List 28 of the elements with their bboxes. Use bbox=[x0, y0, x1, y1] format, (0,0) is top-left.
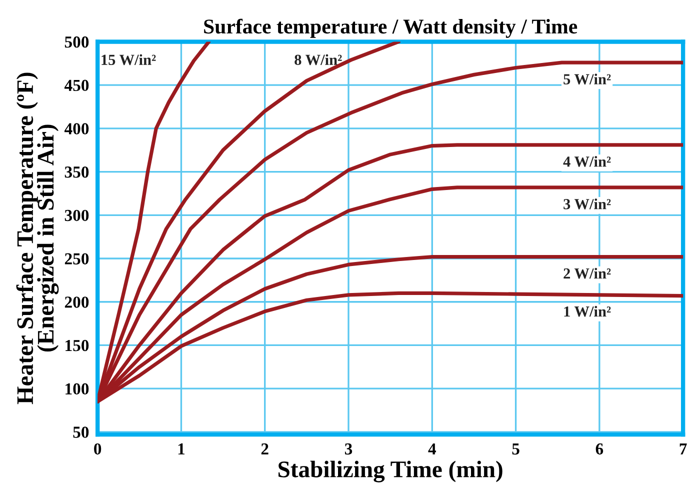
chart-title: Surface temperature / Watt density / Time bbox=[204, 18, 578, 38]
x-tick-label: 7 bbox=[680, 444, 687, 454]
x-tick-label: 4 bbox=[428, 443, 436, 454]
series-label: 1 W/in² bbox=[564, 306, 611, 317]
series-label: 2 W/in² bbox=[564, 268, 611, 279]
x-tick-label: 3 bbox=[344, 443, 352, 455]
y-tick-label: 400 bbox=[64, 123, 89, 134]
x-axis-title: Stabilizing Time (min) bbox=[278, 460, 502, 482]
series-label: 4 W/in² bbox=[563, 156, 611, 167]
y-tick-label: 250 bbox=[64, 253, 89, 264]
y-tick-label: 50 bbox=[73, 426, 89, 438]
y-tick-label: 350 bbox=[64, 166, 89, 178]
x-tick-label: 5 bbox=[512, 444, 520, 455]
series-label: 3 W/in² bbox=[564, 198, 611, 210]
x-tick-label: 1 bbox=[178, 443, 185, 454]
y-tick-label: 150 bbox=[66, 340, 89, 352]
y-tick-label: 300 bbox=[64, 210, 89, 222]
y-tick-label: 100 bbox=[66, 383, 89, 395]
x-tick-label: 0 bbox=[94, 443, 102, 455]
series-label: 5 W/in² bbox=[564, 74, 611, 85]
y-tick-label: 200 bbox=[64, 296, 89, 308]
x-tick-label: 6 bbox=[596, 443, 604, 455]
x-tick-label: 2 bbox=[261, 443, 268, 454]
y-tick-label: 450 bbox=[64, 80, 89, 92]
y-tick-label: 500 bbox=[64, 36, 89, 48]
series-label: 15 W/in² bbox=[102, 54, 156, 66]
y-axis-title: Heater Surface Temperature (ºF) (Energized in Still Air) bbox=[16, 72, 59, 404]
series-label: 8 W/in² bbox=[294, 54, 342, 66]
